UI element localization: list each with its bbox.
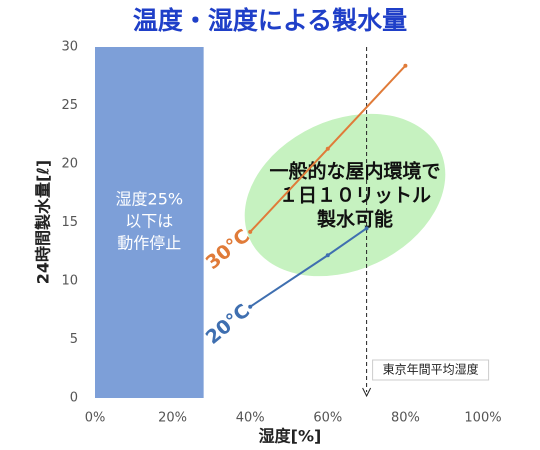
x-tick-label: 60% (313, 411, 342, 426)
reference-arrow (362, 387, 372, 398)
reference-label-box (372, 359, 490, 381)
x-tick-label: 20% (158, 411, 187, 426)
point (248, 229, 253, 234)
x-tick-label: 0% (85, 411, 106, 426)
y-tick-label: 10 (61, 274, 78, 289)
point (364, 226, 369, 231)
region-label: 以下は (125, 212, 173, 231)
x-tick-label: 100% (464, 411, 501, 426)
chart-title: 温度・湿度による製水量 (133, 6, 407, 35)
y-tick-label: 15 (61, 215, 78, 230)
annotation: 製水可能 (316, 208, 393, 231)
y-tick-label: 20 (61, 157, 78, 172)
point (248, 304, 253, 309)
point (325, 146, 330, 151)
y-tick-label: 0 (70, 391, 78, 406)
reference-label: 東京年間平均湿度 (383, 362, 479, 377)
region-label: 湿度25% (116, 190, 184, 209)
annotation: 一般的な屋内環境で (269, 160, 440, 183)
annotation: １日１０リットル (279, 185, 431, 207)
x-axis-label: 湿度[%] (258, 427, 322, 446)
y-axis-label: 24時間製水量[ℓ] (34, 160, 53, 284)
point (325, 253, 330, 258)
series-label: 30°C (202, 225, 254, 274)
y-tick-label: 25 (61, 98, 78, 113)
series-label: 20°C (202, 300, 254, 349)
point (403, 63, 408, 68)
x-tick-label: 40% (236, 411, 265, 426)
x-tick-label: 80% (391, 411, 420, 426)
y-tick-label: 30 (61, 40, 78, 55)
shaded-region (95, 47, 204, 398)
region-label: 動作停止 (117, 234, 181, 253)
y-tick-label: 5 (70, 332, 78, 347)
highlight-area (244, 113, 446, 277)
